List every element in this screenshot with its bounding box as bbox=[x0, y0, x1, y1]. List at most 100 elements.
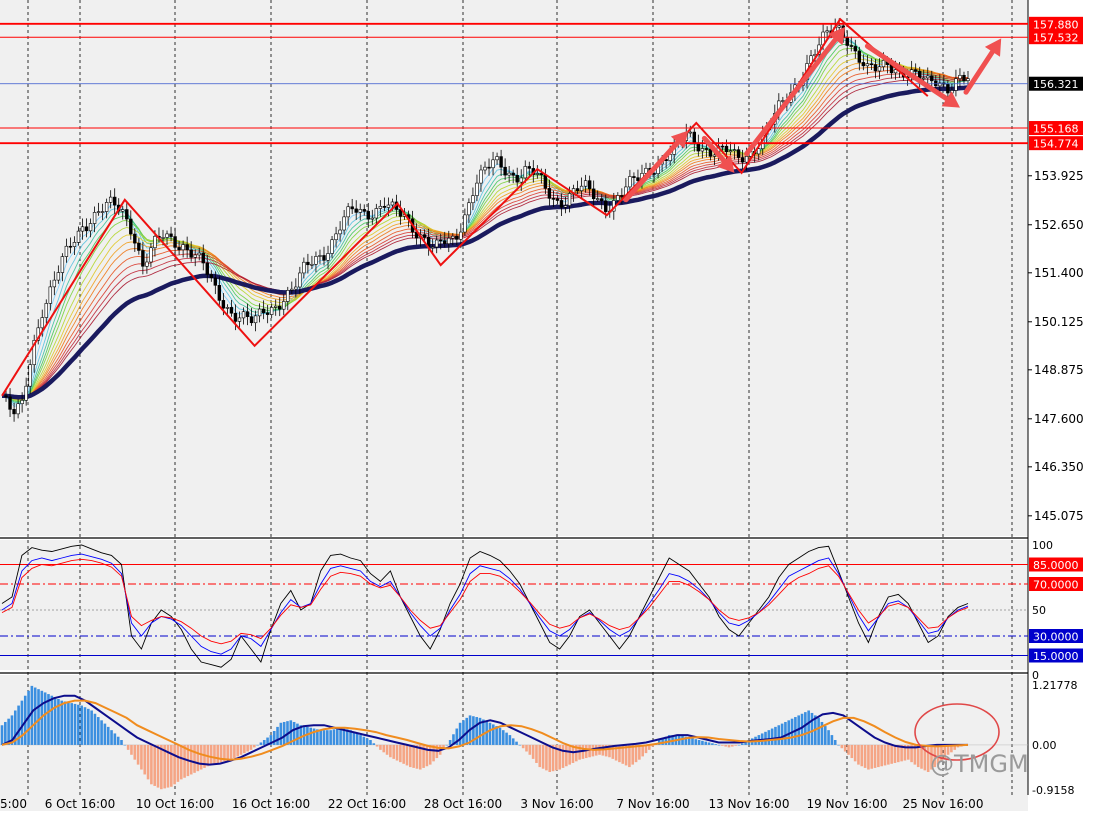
candle-body bbox=[503, 166, 507, 176]
ribbon-line bbox=[2, 70, 968, 399]
macd-histogram-bar bbox=[687, 737, 691, 745]
macd-histogram-bar bbox=[243, 744, 246, 754]
macd-histogram-bar bbox=[721, 744, 724, 746]
macd-histogram-bar bbox=[883, 744, 887, 766]
macd-histogram-bar bbox=[548, 744, 552, 772]
macd-histogram-bar bbox=[833, 740, 837, 745]
macd-histogram-bar bbox=[17, 705, 20, 745]
macd-histogram-bar bbox=[372, 743, 376, 745]
candle-body bbox=[185, 244, 189, 251]
macd-histogram-bar bbox=[555, 744, 558, 771]
macd-histogram-bar bbox=[847, 744, 850, 755]
macd-histogram-bar bbox=[329, 730, 332, 745]
oscillator-level-tag bbox=[1029, 577, 1083, 591]
highlight-circle bbox=[914, 703, 1000, 761]
macd-histogram-bar bbox=[455, 728, 459, 745]
candle-body bbox=[229, 307, 234, 314]
macd-histogram-bar bbox=[913, 744, 917, 765]
macd-histogram-bar bbox=[777, 725, 781, 745]
macd-histogram-bar bbox=[870, 744, 874, 769]
macd-histogram-bar bbox=[458, 722, 462, 745]
annotation-arrow-shaft bbox=[623, 140, 681, 203]
candle-body bbox=[591, 188, 596, 200]
macd-histogram-bar bbox=[877, 744, 880, 768]
macd-histogram-bar bbox=[810, 712, 814, 745]
candle-body bbox=[221, 300, 226, 309]
macd-histogram-bar bbox=[349, 730, 352, 745]
price-level-tag bbox=[1029, 121, 1083, 136]
y-tick-label: 1.21778 bbox=[1032, 679, 1078, 692]
macd-histogram-bar bbox=[183, 744, 186, 778]
candle-body bbox=[853, 46, 858, 52]
macd-histogram-bar bbox=[362, 736, 366, 745]
candle-body bbox=[64, 245, 69, 257]
candle-body bbox=[913, 69, 918, 72]
candle-body bbox=[318, 255, 322, 257]
y-tick-label: 145.075 bbox=[1034, 509, 1084, 523]
macd-histogram-bar bbox=[369, 740, 372, 745]
macd-histogram-bar bbox=[860, 744, 864, 767]
candle-body bbox=[447, 237, 451, 245]
macd-histogram-bar bbox=[339, 727, 342, 745]
macd-histogram-bar bbox=[432, 744, 435, 762]
macd-histogram-bar bbox=[830, 735, 834, 745]
macd-histogram-bar bbox=[67, 702, 70, 745]
candle-body bbox=[346, 206, 350, 218]
macd-histogram-bar bbox=[691, 738, 694, 745]
candle-body bbox=[298, 272, 302, 288]
macd-histogram-bar bbox=[561, 744, 565, 768]
candle-body bbox=[181, 244, 185, 251]
macd-histogram-bar bbox=[528, 744, 532, 755]
macd-histogram-bar bbox=[249, 744, 253, 750]
macd-histogram-bar bbox=[176, 744, 180, 782]
candle-body bbox=[938, 82, 942, 87]
candle-body bbox=[209, 274, 213, 279]
macd-histogram-bar bbox=[525, 744, 528, 752]
macd-histogram-bar bbox=[900, 744, 903, 762]
candle-body bbox=[692, 131, 697, 144]
candle-body bbox=[125, 209, 129, 220]
macd-histogram-bar bbox=[618, 744, 621, 763]
candle-body bbox=[499, 156, 503, 168]
macd-histogram-bar bbox=[482, 719, 485, 745]
candle-body bbox=[129, 218, 133, 235]
y-tick-label: 100 bbox=[1032, 539, 1053, 552]
ribbon-line bbox=[2, 78, 969, 399]
macd-histogram-bar bbox=[820, 721, 824, 745]
candle-body bbox=[451, 235, 455, 239]
candle-body bbox=[724, 145, 729, 153]
candle-body bbox=[60, 256, 65, 273]
macd-histogram-bar bbox=[711, 743, 714, 745]
candle-body bbox=[966, 78, 970, 81]
macd-histogram-bar bbox=[123, 744, 127, 746]
candle-body bbox=[539, 173, 544, 176]
macd-histogram-bar bbox=[774, 726, 777, 745]
macd-histogram-bar bbox=[166, 744, 170, 788]
macd-histogram-bar bbox=[628, 744, 631, 768]
macd-histogram-bar bbox=[332, 729, 336, 745]
macd-histogram-bar bbox=[352, 731, 356, 745]
candle-body bbox=[334, 233, 338, 241]
macd-histogram-bar bbox=[837, 744, 840, 746]
candle-body bbox=[527, 166, 531, 169]
candle-body bbox=[306, 261, 310, 266]
x-tick-label: 13 Nov 16:00 bbox=[709, 797, 790, 811]
candle-body bbox=[865, 63, 870, 67]
candle-body bbox=[463, 214, 467, 233]
macd-histogram-bar bbox=[916, 744, 920, 768]
candle-body bbox=[16, 403, 20, 415]
candle-body bbox=[620, 195, 624, 197]
candle-body bbox=[32, 340, 36, 365]
candle-body bbox=[708, 148, 713, 157]
macd-histogram-bar bbox=[823, 726, 827, 745]
candle-body bbox=[535, 173, 540, 175]
macd-histogram-bar bbox=[415, 744, 419, 769]
macd-histogram-bar bbox=[667, 735, 671, 745]
axes: 6 Oct 16:00 10 Oct 16:00 16 Oct 16:00 22 Oc… bbox=[0, 16, 1084, 811]
candle-body bbox=[595, 198, 600, 200]
candle-body bbox=[688, 131, 692, 134]
price-level-label: 157.880 bbox=[1033, 18, 1079, 31]
candle-body bbox=[88, 223, 93, 232]
macd-histogram-bar bbox=[50, 695, 54, 745]
candle-body bbox=[362, 209, 366, 212]
